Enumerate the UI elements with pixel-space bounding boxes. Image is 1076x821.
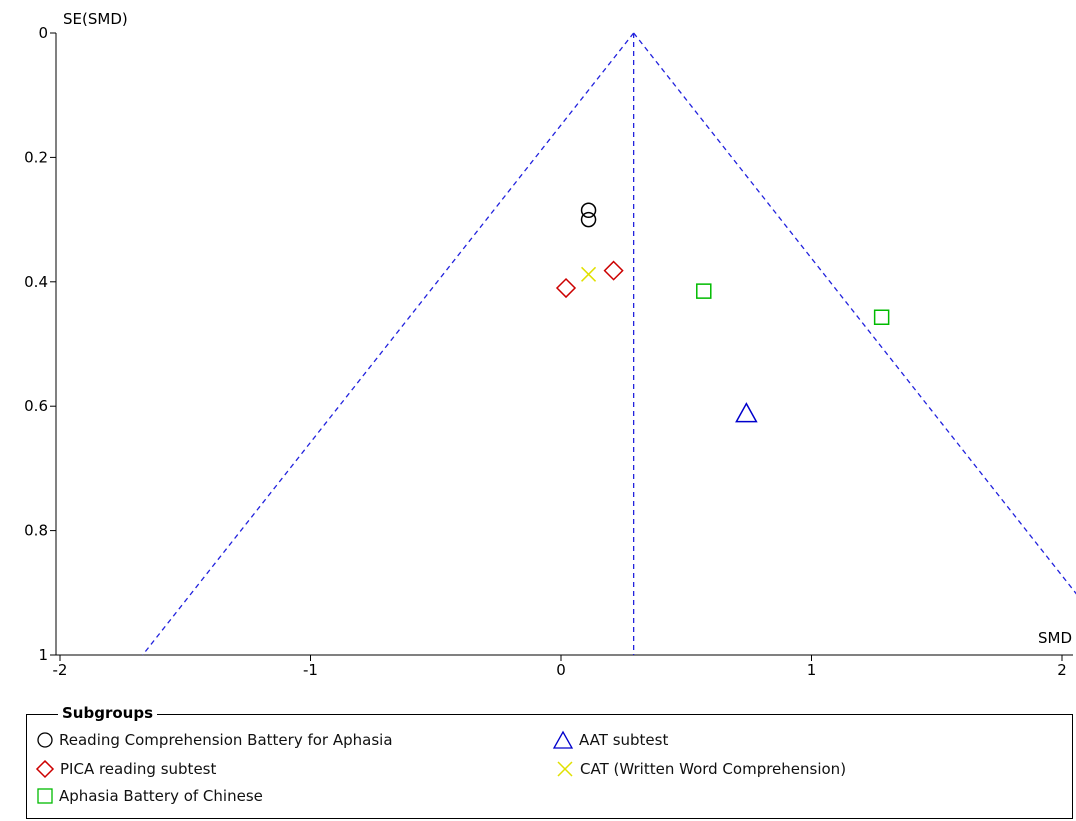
legend-item-abc: Aphasia Battery of Chinese: [36, 787, 263, 805]
funnel-right-limit: [633, 32, 1076, 595]
y-tick-label: 1: [38, 646, 48, 664]
data-points: [555, 202, 890, 423]
legend-label: Reading Comprehension Battery for Aphasi…: [59, 731, 393, 749]
y-tick-label: 0.8: [24, 522, 48, 540]
square-marker-icon: [37, 788, 53, 804]
plot-axes: [55, 33, 1073, 656]
x-tick-label: 2: [1057, 661, 1067, 679]
legend-item-aat: AAT subtest: [552, 730, 668, 750]
y-axis-title: SE(SMD): [63, 10, 128, 28]
circle-marker-icon: [37, 732, 53, 748]
axis-ticks: -2 -1 0 1 2 0 0.2 0.4 0.6 0.8 1: [24, 24, 1067, 679]
y-tick-label: 0.2: [24, 148, 48, 166]
x-data-point: [581, 266, 597, 282]
diamond-data-point: [603, 260, 624, 281]
circle-data-point: [580, 211, 597, 228]
legend-label: AAT subtest: [579, 731, 669, 749]
square-data-point: [696, 283, 712, 299]
legend-item-cat: CAT (Written Word Comprehension): [555, 759, 846, 779]
x-axis-title: SMD: [1038, 629, 1072, 647]
triangle-marker-icon: [552, 730, 574, 749]
diamond-marker-icon: [35, 759, 55, 779]
legend-item-rcba: Reading Comprehension Battery for Aphasi…: [36, 731, 393, 749]
legend-title: Subgroups: [58, 704, 158, 722]
x-tick-label: 1: [807, 661, 817, 679]
y-tick-label: 0: [38, 24, 48, 42]
legend-box: [26, 714, 1073, 819]
square-data-point: [873, 309, 890, 326]
x-tick-label: -1: [303, 661, 318, 679]
legend-label: Aphasia Battery of Chinese: [59, 787, 263, 805]
x-tick-label: 0: [556, 661, 566, 679]
funnel-lines: [142, 32, 1076, 656]
y-tick-label: 0.4: [24, 273, 48, 291]
triangle-data-point: [735, 402, 758, 423]
diamond-data-point: [555, 277, 577, 299]
legend-item-pica: PICA reading subtest: [35, 759, 216, 779]
x-marker-icon: [557, 761, 573, 777]
legend-label: PICA reading subtest: [60, 760, 217, 778]
circle-data-point: [580, 202, 597, 219]
x-tick-label: -2: [53, 661, 68, 679]
y-tick-label: 0.6: [24, 397, 48, 415]
funnel-plot: -2 -1 0 1 2 0 0.2 0.4 0.6 0.8 1 SE(SMD) SMD: [24, 10, 1076, 679]
funnel-left-limit: [142, 32, 635, 656]
legend-label: CAT (Written Word Comprehension): [580, 760, 847, 778]
